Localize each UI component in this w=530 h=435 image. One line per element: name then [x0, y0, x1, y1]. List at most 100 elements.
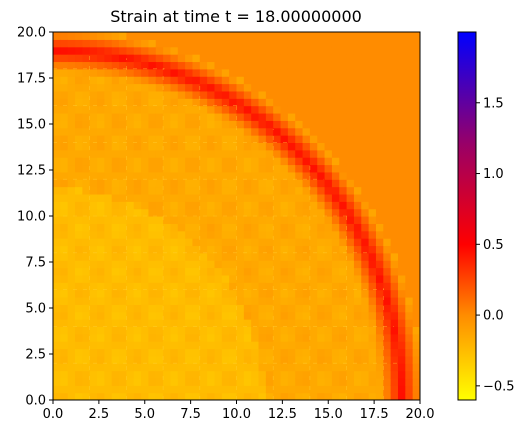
heatmap-cell	[163, 98, 172, 107]
heatmap-cell	[324, 61, 333, 70]
heatmap-cell	[185, 311, 194, 320]
heatmap-cell	[104, 311, 113, 320]
heatmap-cell	[53, 274, 61, 283]
heatmap-cell	[331, 355, 340, 364]
heatmap-cell	[339, 186, 348, 195]
heatmap-cell	[405, 238, 414, 247]
heatmap-cell	[309, 164, 318, 173]
heatmap-cell	[251, 164, 260, 173]
heatmap-cell	[258, 157, 267, 166]
heatmap-cell	[214, 98, 223, 107]
heatmap-cell	[309, 54, 318, 63]
heatmap-cell	[375, 289, 384, 298]
heatmap-cell	[368, 39, 377, 48]
heatmap-cell	[60, 282, 69, 291]
heatmap-cell	[177, 282, 186, 291]
heatmap-cell	[148, 193, 157, 202]
heatmap-cell	[412, 208, 420, 217]
heatmap-cell	[368, 238, 377, 247]
heatmap-cell	[375, 216, 384, 224]
heatmap-cell	[287, 68, 296, 77]
heatmap-cell	[75, 377, 83, 386]
heatmap-cell	[133, 83, 142, 92]
heatmap-cell	[412, 32, 420, 40]
heatmap-cell	[390, 296, 399, 305]
heatmap-cell	[229, 370, 238, 379]
heatmap-cell	[273, 179, 282, 188]
heatmap-cell	[258, 179, 267, 188]
heatmap-cell	[67, 260, 76, 269]
heatmap-cell	[258, 260, 267, 269]
heatmap-cell	[302, 54, 311, 63]
heatmap-cell	[375, 363, 384, 372]
heatmap-cell	[104, 267, 113, 276]
heatmap-cell	[251, 289, 260, 298]
heatmap-cell	[89, 201, 98, 210]
heatmap-cell	[111, 32, 120, 40]
heatmap-cell	[280, 333, 289, 342]
heatmap-cell	[60, 83, 69, 92]
heatmap-cell	[104, 348, 113, 357]
heatmap-cell	[273, 319, 282, 327]
heatmap-cell	[185, 282, 194, 291]
heatmap-cell	[353, 171, 362, 180]
heatmap-cell	[368, 274, 377, 283]
heatmap-cell	[309, 245, 318, 254]
heatmap-cell	[258, 201, 267, 210]
heatmap-cell	[214, 135, 223, 143]
heatmap-cell	[368, 245, 377, 254]
heatmap-cell	[82, 61, 91, 70]
heatmap-cell	[119, 39, 127, 48]
heatmap-cell	[324, 105, 333, 114]
heatmap-cell	[280, 304, 289, 313]
y-tick-label: 17.5	[17, 72, 46, 87]
heatmap-cell	[243, 245, 252, 254]
heatmap-cell	[383, 223, 392, 232]
heatmap-cell	[177, 274, 186, 283]
heatmap-cell	[185, 304, 194, 313]
heatmap-cell	[397, 385, 406, 394]
heatmap-cell	[243, 267, 252, 276]
heatmap-cell	[97, 142, 105, 151]
heatmap-cell	[324, 193, 333, 202]
heatmap-cell	[221, 216, 230, 224]
heatmap-cell	[383, 245, 392, 254]
heatmap-cell	[280, 61, 289, 70]
heatmap-cell	[104, 260, 113, 269]
heatmap-cell	[317, 326, 326, 335]
heatmap-cell	[82, 363, 91, 372]
heatmap-cell	[229, 260, 238, 269]
heatmap-cell	[177, 208, 186, 217]
heatmap-cell	[229, 135, 238, 143]
heatmap-cell	[192, 135, 201, 143]
heatmap-cell	[375, 326, 384, 335]
heatmap-cell	[185, 142, 194, 151]
heatmap-cell	[390, 171, 399, 180]
heatmap-cell	[361, 289, 370, 298]
heatmap-cell	[221, 363, 230, 372]
heatmap-cell	[331, 201, 340, 210]
heatmap-cell	[170, 105, 179, 114]
heatmap-cell	[295, 179, 304, 188]
heatmap-cell	[155, 39, 164, 48]
heatmap-cell	[353, 142, 362, 151]
heatmap-cell	[251, 127, 260, 136]
heatmap-cell	[199, 186, 208, 195]
heatmap-cell	[229, 112, 238, 121]
heatmap-cell	[75, 355, 83, 364]
heatmap-cell	[163, 245, 172, 254]
heatmap-cell	[185, 319, 194, 327]
heatmap-cell	[229, 32, 238, 40]
heatmap-cell	[412, 105, 420, 114]
heatmap-cell	[119, 392, 127, 400]
heatmap-cell	[405, 46, 414, 55]
heatmap-cell	[302, 201, 311, 210]
heatmap-cell	[177, 120, 186, 129]
heatmap-cell	[324, 392, 333, 400]
heatmap-cell	[53, 282, 61, 291]
heatmap-cell	[339, 46, 348, 55]
heatmap-cell	[67, 304, 76, 313]
heatmap-cell	[273, 157, 282, 166]
heatmap-cell	[258, 304, 267, 313]
heatmap-cell	[104, 142, 113, 151]
